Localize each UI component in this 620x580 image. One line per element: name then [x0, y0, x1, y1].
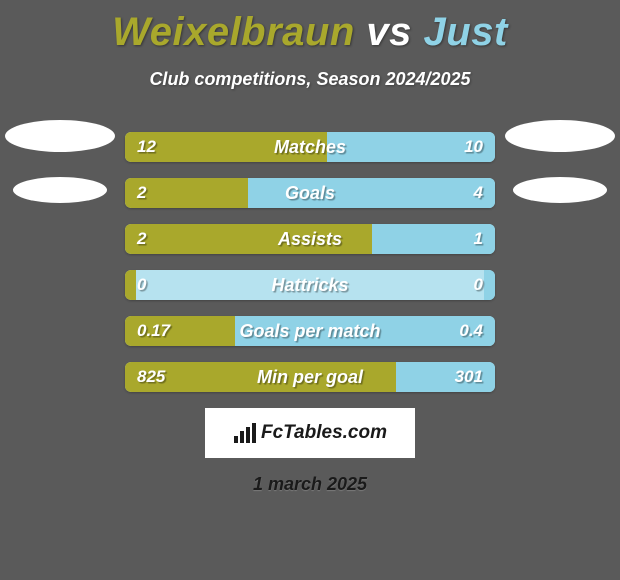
player2-logo-top [505, 120, 615, 152]
stat-value-right: 1 [474, 224, 483, 254]
date-text: 1 march 2025 [0, 474, 620, 495]
stat-label: Assists [125, 224, 495, 254]
stat-label: Matches [125, 132, 495, 162]
stat-row: Goals2 4 [125, 178, 495, 208]
title-player2: Just [424, 10, 508, 54]
title-vs: vs [366, 10, 412, 54]
stats-block: Matches1210Goals24Assists21Hattricks00Go… [125, 132, 495, 392]
stat-label: Min per goal [125, 362, 495, 392]
bar-chart-icon [233, 422, 257, 444]
stat-value-right: 0 [474, 270, 483, 300]
stat-row: Goals per match0.17 0.4 [125, 316, 495, 346]
stat-row: Assists2 1 [125, 224, 495, 254]
stat-label: Hattricks [125, 270, 495, 300]
subtitle: Club competitions, Season 2024/2025 [0, 69, 620, 90]
stat-row: Hattricks0 0 [125, 270, 495, 300]
title-player1: Weixelbraun [112, 10, 355, 54]
stat-value-left: 2 [137, 178, 146, 208]
comparison-infographic: Weixelbraun vs Just Club competitions, S… [0, 0, 620, 580]
stat-value-right: 4 [474, 178, 483, 208]
title: Weixelbraun vs Just [0, 0, 620, 55]
player1-logo-bottom [13, 177, 107, 203]
player1-logo-top [5, 120, 115, 152]
stat-row: Matches12 10 [125, 132, 495, 162]
stat-value-left: 0.17 [137, 316, 170, 346]
stat-label: Goals per match [125, 316, 495, 346]
brand-text: FcTables.com [261, 422, 387, 444]
stat-value-left: 2 [137, 224, 146, 254]
stat-value-left: 0 [137, 270, 146, 300]
player2-logo-bottom [513, 177, 607, 203]
stat-value-right: 10 [464, 132, 483, 162]
stat-row: Min per goal825 301 [125, 362, 495, 392]
stat-value-left: 12 [137, 132, 156, 162]
stat-label: Goals [125, 178, 495, 208]
brand-box: FcTables.com [205, 408, 415, 458]
stat-value-left: 825 [137, 362, 165, 392]
stat-value-right: 0.4 [459, 316, 483, 346]
stat-value-right: 301 [455, 362, 483, 392]
